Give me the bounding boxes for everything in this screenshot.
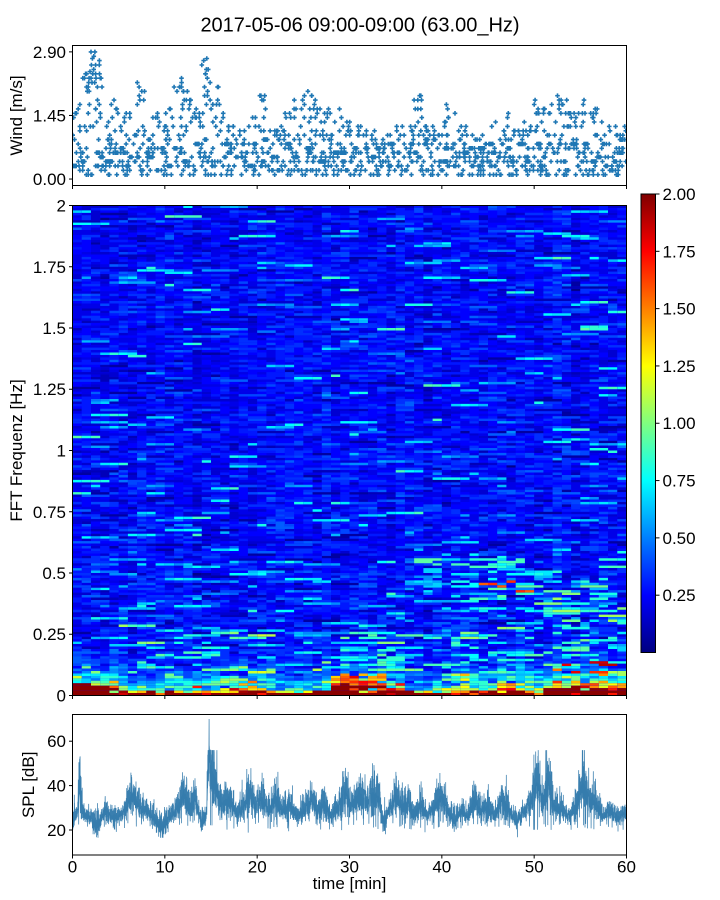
svg-text:0.75: 0.75 (663, 472, 696, 491)
svg-text:40: 40 (432, 858, 451, 877)
svg-text:0: 0 (57, 687, 66, 706)
svg-text:1.75: 1.75 (663, 242, 696, 261)
svg-text:1: 1 (57, 442, 66, 461)
svg-text:SPL [dB]: SPL [dB] (19, 752, 38, 818)
svg-text:2.00: 2.00 (663, 185, 696, 204)
svg-text:1.50: 1.50 (663, 300, 696, 319)
svg-text:1.5: 1.5 (42, 319, 66, 338)
svg-text:FFT Frequenz [Hz]: FFT Frequenz [Hz] (7, 379, 26, 521)
svg-text:0.75: 0.75 (33, 503, 66, 522)
svg-text:1.00: 1.00 (663, 414, 696, 433)
svg-text:0: 0 (68, 858, 77, 877)
svg-text:0.00: 0.00 (33, 170, 66, 189)
svg-text:Wind [m/s]: Wind [m/s] (7, 75, 26, 155)
svg-text:0.25: 0.25 (33, 625, 66, 644)
svg-text:1.25: 1.25 (663, 357, 696, 376)
svg-text:40: 40 (47, 777, 66, 796)
svg-text:50: 50 (525, 858, 544, 877)
svg-text:60: 60 (47, 732, 66, 751)
svg-text:20: 20 (248, 858, 267, 877)
svg-text:2.90: 2.90 (33, 43, 66, 62)
svg-text:2: 2 (57, 197, 66, 216)
svg-text:30: 30 (340, 858, 359, 877)
svg-text:0.50: 0.50 (663, 529, 696, 548)
svg-text:1.75: 1.75 (33, 258, 66, 277)
svg-text:60: 60 (617, 858, 636, 877)
svg-text:1.25: 1.25 (33, 380, 66, 399)
svg-text:0.5: 0.5 (42, 564, 66, 583)
svg-text:10: 10 (155, 858, 174, 877)
svg-text:1.45: 1.45 (33, 107, 66, 126)
svg-text:20: 20 (47, 821, 66, 840)
svg-text:2017-05-06 09:00-09:00 (63.00_: 2017-05-06 09:00-09:00 (63.00_Hz) (200, 15, 519, 37)
svg-text:time [min]: time [min] (313, 874, 387, 893)
svg-text:0.25: 0.25 (663, 586, 696, 605)
